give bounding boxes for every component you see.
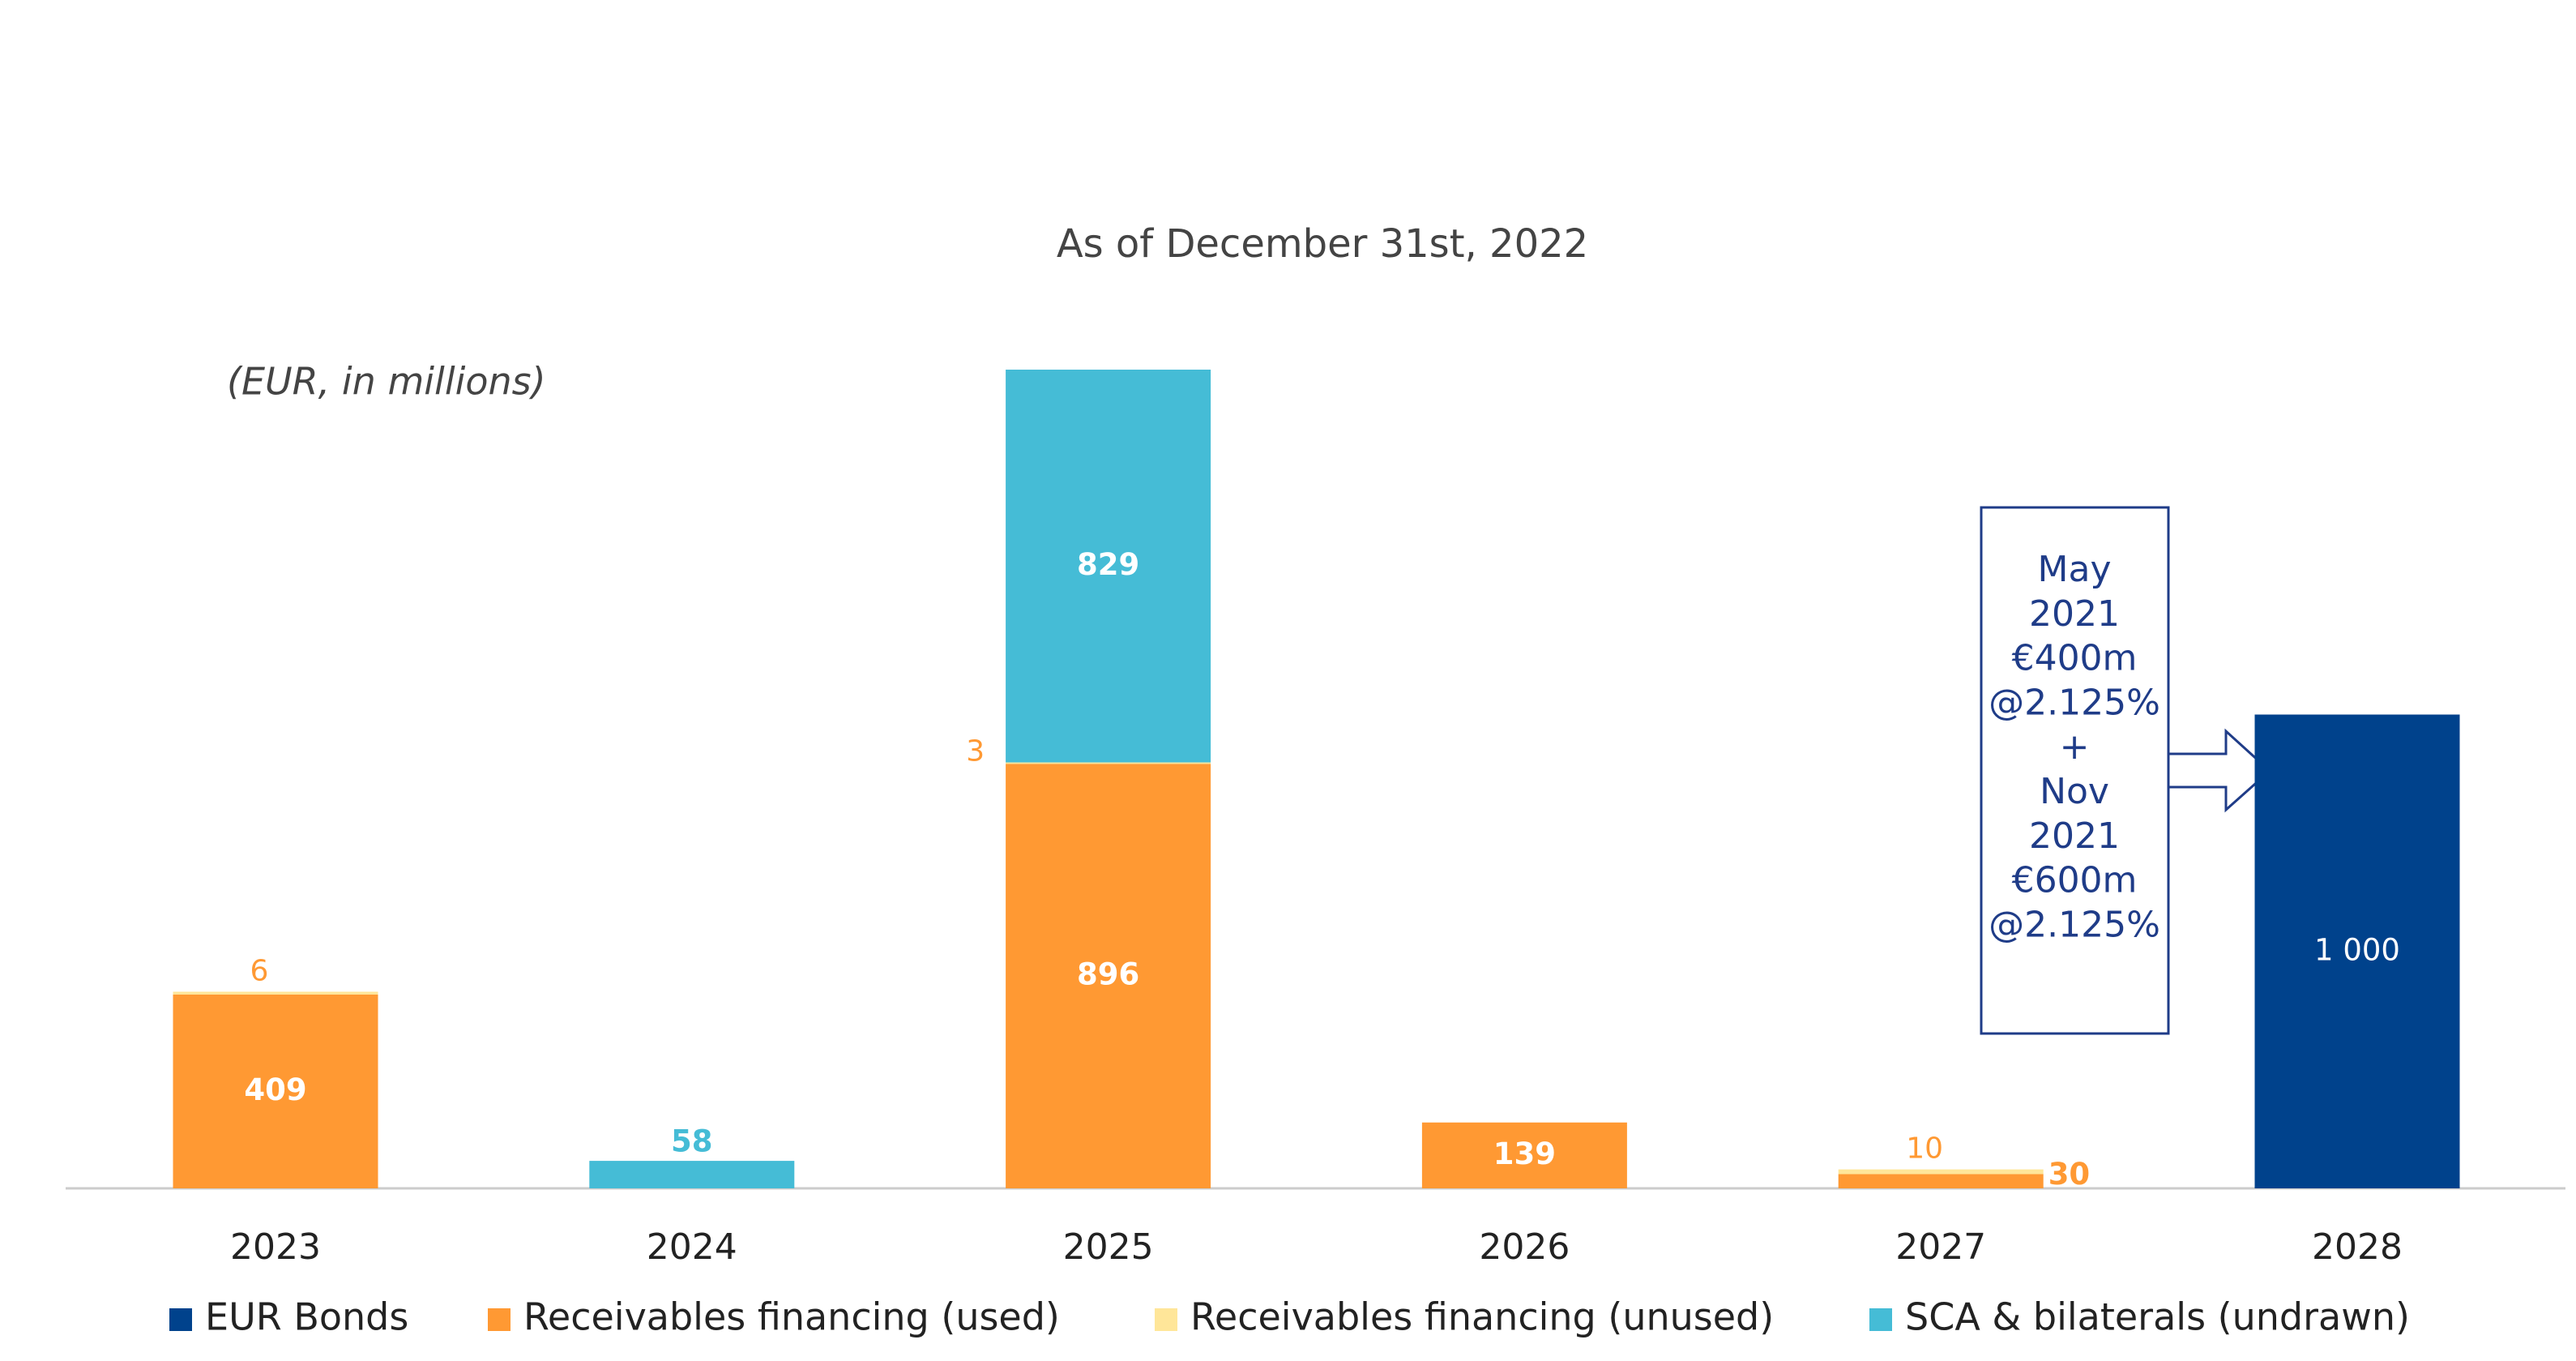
bar-segment — [1838, 1174, 2044, 1188]
data-label: 829 — [1077, 547, 1139, 582]
annotation-line: 2021 — [2029, 815, 2120, 857]
legend-swatch — [1155, 1308, 1177, 1331]
x-tick-label: 2026 — [1479, 1226, 1570, 1268]
annotation-line: €400m — [2012, 638, 2138, 679]
bar-segment — [173, 991, 378, 995]
x-tick-label: 2028 — [2312, 1226, 2403, 1268]
bar-segment — [1838, 1169, 2044, 1175]
data-label: 1 000 — [2314, 932, 2400, 967]
data-label: 58 — [671, 1124, 713, 1159]
x-tick-label: 2024 — [647, 1226, 737, 1268]
annotation-line: + — [2060, 726, 2090, 768]
chart-title: As of December 31st, 2022 — [1057, 221, 1588, 267]
bar-segment — [1006, 370, 1211, 763]
annotation-line: @2.125% — [1989, 682, 2160, 723]
legend-label: Receivables financing (used) — [523, 1295, 1060, 1339]
data-label: 896 — [1077, 957, 1139, 992]
annotation-arrow — [2167, 728, 2272, 813]
data-label: 10 — [1906, 1132, 1943, 1166]
legend-label: EUR Bonds — [205, 1295, 408, 1339]
bar-segment — [2254, 714, 2460, 1188]
data-label: 409 — [244, 1072, 306, 1107]
bar-segment — [589, 1161, 795, 1188]
annotation-line: 2021 — [2029, 593, 2120, 635]
legend-swatch — [1869, 1308, 1892, 1331]
bar-segment — [1006, 762, 1211, 764]
unit-note: (EUR, in millions) — [227, 360, 546, 404]
annotation-box — [1980, 506, 2170, 1035]
data-label: 30 — [2048, 1157, 2091, 1192]
legend-swatch — [169, 1308, 192, 1331]
bar-segment — [1421, 1122, 1627, 1188]
data-label: 3 — [966, 735, 985, 768]
annotation-line: @2.125% — [1989, 904, 2160, 945]
annotation-line: May — [2038, 549, 2112, 590]
data-label: 139 — [1493, 1136, 1556, 1171]
x-tick-label: 2025 — [1063, 1226, 1154, 1268]
bar-segment — [173, 994, 378, 1188]
x-tick-label: 2027 — [1895, 1226, 1986, 1268]
bar-segment — [1006, 764, 1211, 1188]
annotation-line: Nov — [2040, 771, 2109, 812]
annotation-line: €600m — [2012, 860, 2138, 901]
legend-label: SCA & bilaterals (undrawn) — [1905, 1295, 2410, 1339]
x-tick-label: 2023 — [230, 1226, 321, 1268]
legend-swatch — [488, 1308, 511, 1331]
legend-label: Receivables financing (unused) — [1190, 1295, 1774, 1339]
data-label: 6 — [250, 954, 269, 987]
